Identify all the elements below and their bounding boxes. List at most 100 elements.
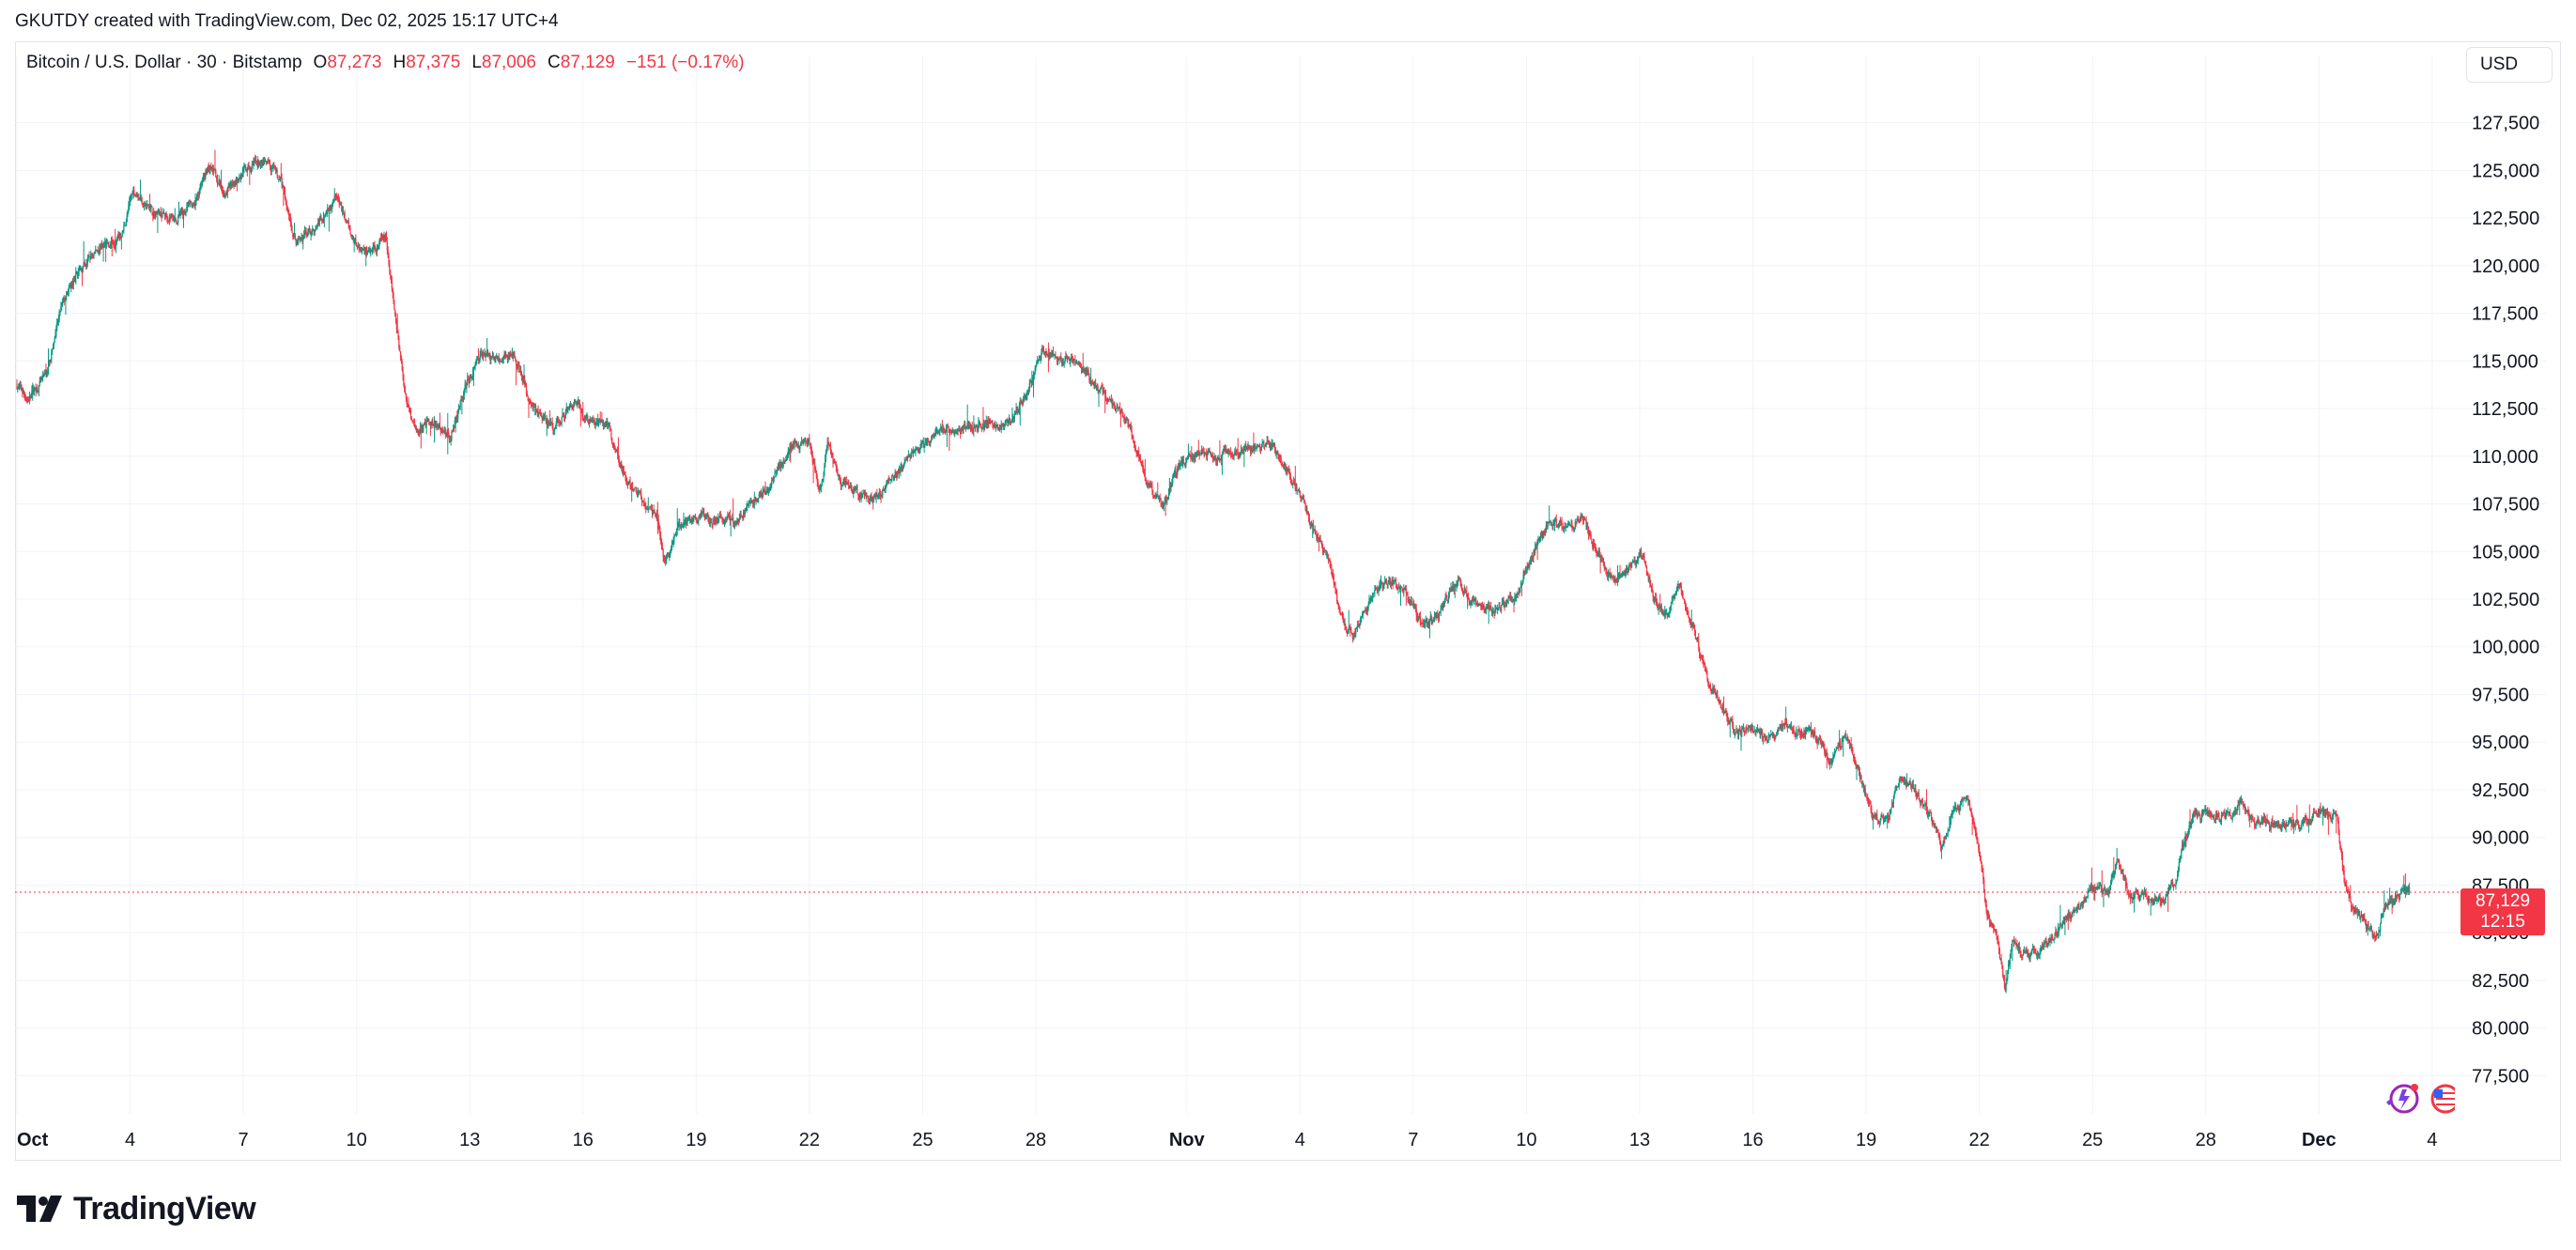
candle-body [686,521,687,524]
candle-body [814,462,816,471]
candle-body [1332,573,1334,575]
candle-body [1819,736,1821,739]
candle-body [1898,781,1900,787]
candle-body [1395,579,1396,581]
candle-body [868,496,870,500]
candle-body [1142,463,1144,470]
candle-body [1554,518,1556,520]
candle-body [448,431,450,437]
candle-body [1087,370,1088,372]
candle-body [1779,726,1781,728]
candle-body [1817,740,1819,743]
candle-body [1175,469,1177,473]
candle-body [30,394,32,396]
candle-body [1538,538,1540,541]
candle-body [1067,357,1069,359]
candle-body [322,216,325,223]
candle-body [594,423,596,426]
candle-body [1339,610,1341,613]
candle-body [112,240,114,244]
candle-body [1906,781,1908,787]
candle-body [1474,598,1476,601]
candle-body [1530,555,1533,562]
candle-body [746,507,748,509]
candle-body [33,387,36,392]
candle-body [1752,731,1754,733]
candle-body [1710,688,1712,693]
candle-body [1737,730,1739,735]
candle-body [1452,586,1455,588]
candle-body [1229,451,1231,453]
candle-body [258,161,260,165]
candle-body [272,165,274,167]
candle-body [1264,444,1267,447]
candle-body [1553,519,1556,522]
candle-body [342,210,345,214]
candle-body [974,424,976,427]
candle-body [1089,380,1091,385]
candle-body [1291,484,1293,486]
candle-body [1893,792,1895,796]
candle-body [533,406,535,408]
candle-body [1882,816,1884,818]
candle-body [1100,387,1103,389]
candle-body [352,236,354,240]
candle-body [1957,808,1959,810]
candle-body [284,188,285,192]
candle-body [42,374,45,376]
candle-body [1462,591,1465,594]
candle-body [497,356,499,358]
candle-body [704,518,706,520]
candle-body [784,461,786,463]
candle-body [1824,751,1827,756]
candle-body [1012,416,1014,419]
candle-body [1185,457,1187,464]
candle-body [340,202,342,206]
candle-body [1135,451,1137,453]
candle-body [1107,398,1109,402]
candle-body [1504,604,1506,608]
candle-body [1926,810,1928,816]
candle-body [783,460,785,463]
candle-body [1317,537,1319,539]
candle-body [1131,429,1133,437]
candle-body [436,424,438,428]
candle-body [485,352,486,357]
candle-body [308,228,310,234]
candle-body [1279,456,1281,460]
candle-body [1340,612,1342,616]
candle-body [165,212,167,215]
candle-body [964,425,967,429]
candle-body [1750,726,1751,732]
candle-body [1681,591,1683,594]
candle-body [1610,573,1612,576]
candle-body [1346,627,1348,632]
candle-body [693,516,695,520]
candle-body [1526,566,1528,569]
candle-body [1894,788,1896,793]
candle-body [253,161,255,165]
candle-body [549,422,552,425]
candle-body [247,164,249,168]
candle-body [1678,584,1680,586]
candle-body [851,488,853,491]
candle-body [1859,771,1860,778]
candle-body [611,437,613,443]
candle-body [1867,798,1869,800]
candle-body [843,480,845,483]
candle-body [1118,407,1120,409]
candle-body [1138,451,1140,457]
candle-body [834,462,836,464]
candle-body [1008,420,1010,424]
candle-body [1153,495,1156,497]
candle-body [1045,351,1047,353]
candle-body [39,380,40,386]
candle-body [147,204,149,207]
candle-body [1251,447,1253,451]
candle-body [605,423,607,427]
candle-body [666,556,668,559]
candle-body [438,425,440,429]
candle-body [71,282,74,285]
candle-body [1695,637,1697,639]
